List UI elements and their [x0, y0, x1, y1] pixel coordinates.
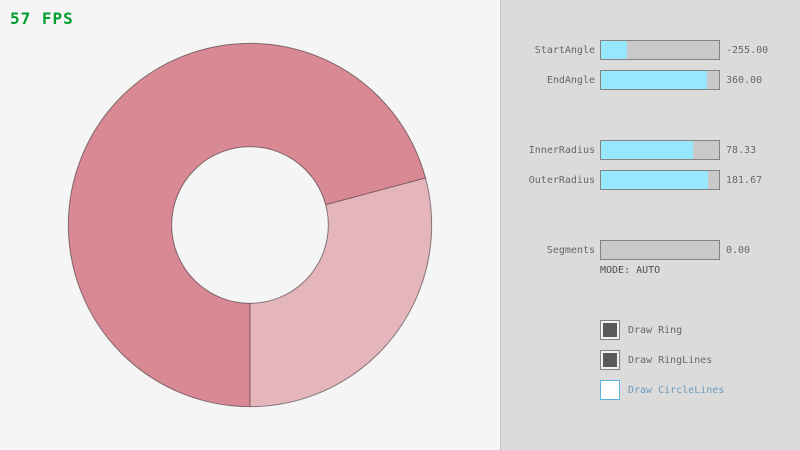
- checkmark-icon: [603, 353, 617, 367]
- draw-ringlines-checkbox[interactable]: [600, 350, 620, 370]
- innerradius-slider[interactable]: [600, 140, 720, 160]
- segments-label: Segments: [546, 245, 595, 256]
- ring-inner-line: [171, 146, 329, 304]
- slider-row-innerradius: InnerRadius 78.33: [0, 140, 800, 160]
- endangle-value: 360.00: [726, 75, 763, 86]
- outerradius-value: 181.67: [726, 175, 763, 186]
- outerradius-slider-fill: [601, 171, 709, 189]
- segments-slider[interactable]: [600, 240, 720, 260]
- outerradius-label: OuterRadius: [528, 175, 595, 186]
- startangle-slider[interactable]: [600, 40, 720, 60]
- checkbox-row-draw-ring: Draw Ring: [600, 320, 800, 340]
- ring-segment-single-alpha: [250, 177, 432, 407]
- checkbox-row-draw-ringlines: Draw RingLines: [600, 350, 800, 370]
- endangle-slider-fill: [601, 71, 708, 89]
- draw-ringlines-label: Draw RingLines: [628, 355, 713, 366]
- draw-ring-label: Draw Ring: [628, 325, 683, 336]
- draw-circlelines-checkbox[interactable]: [600, 380, 620, 400]
- slider-row-endangle: EndAngle 360.00: [0, 70, 800, 90]
- outerradius-slider[interactable]: [600, 170, 720, 190]
- startangle-label: StartAngle: [534, 45, 595, 56]
- innerradius-slider-fill: [601, 141, 694, 159]
- endangle-slider[interactable]: [600, 70, 720, 90]
- ring-segment-double-alpha: [68, 43, 426, 407]
- slider-row-segments: Segments 0.00: [0, 240, 800, 260]
- slider-row-startangle: StartAngle -255.00: [0, 40, 800, 60]
- draw-ring-checkbox[interactable]: [600, 320, 620, 340]
- segments-value: 0.00: [726, 245, 751, 256]
- startangle-value: -255.00: [726, 45, 769, 56]
- slider-row-outerradius: OuterRadius 181.67: [0, 170, 800, 190]
- innerradius-value: 78.33: [726, 145, 757, 156]
- endangle-label: EndAngle: [546, 75, 595, 86]
- ring-outer-line: [67, 42, 433, 408]
- ring-canvas: [67, 42, 433, 408]
- draw-circlelines-label: Draw CircleLines: [628, 385, 725, 396]
- mode-label: MODE: AUTO: [600, 265, 661, 276]
- startangle-slider-fill: [601, 41, 627, 59]
- innerradius-label: InnerRadius: [528, 145, 595, 156]
- checkmark-icon: [603, 323, 617, 337]
- ring-radial-line-start: [325, 177, 426, 206]
- checkbox-row-draw-circlelines: Draw CircleLines: [600, 380, 800, 400]
- fps-counter: 57 FPS: [10, 9, 74, 28]
